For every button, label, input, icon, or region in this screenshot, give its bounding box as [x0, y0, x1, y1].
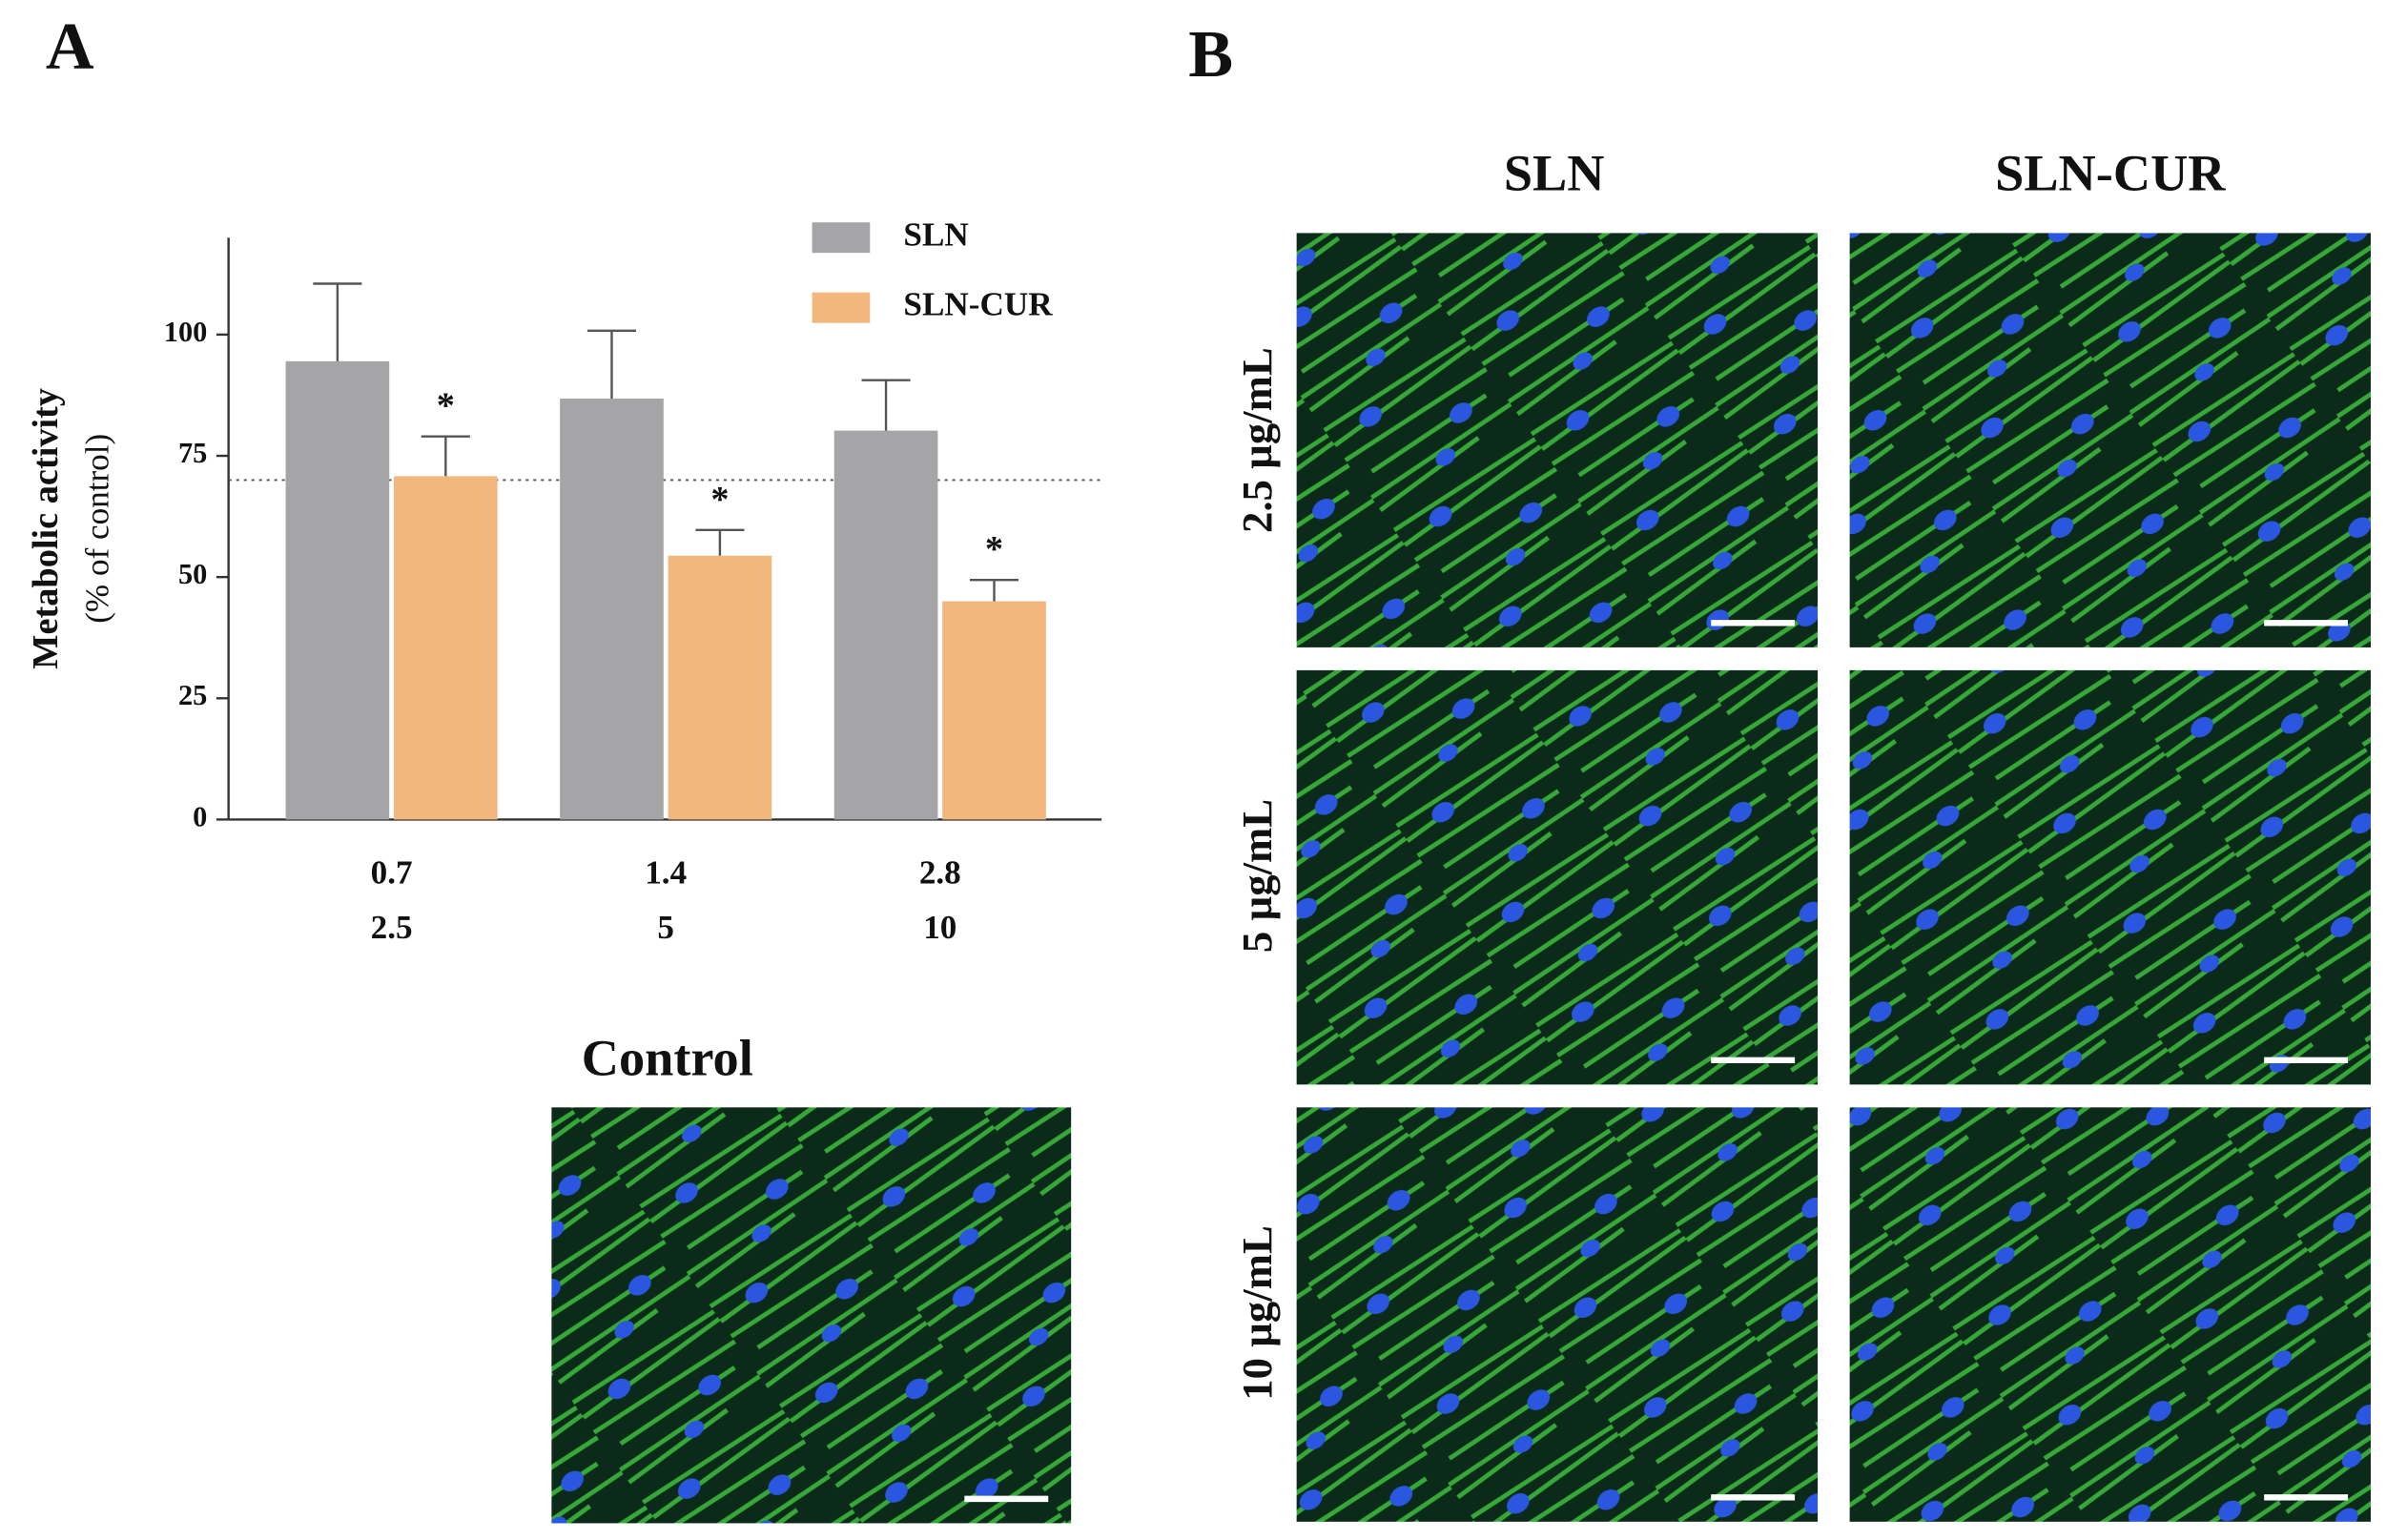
bar [394, 476, 498, 820]
legend-swatch [812, 292, 871, 323]
y-tick-label: 100 [164, 316, 208, 348]
panel-label: A [46, 10, 94, 84]
error-bar [586, 329, 637, 400]
x-tick-label: 2.8 [919, 854, 961, 892]
micrograph [1849, 233, 2372, 647]
bar-chart: 0 25 50 75 100 Metabolic activity (% of contro… [26, 216, 1102, 946]
significance-mark: * [985, 529, 1003, 569]
x-tick-label: 1.4 [645, 854, 687, 892]
bar [833, 430, 938, 820]
y-tick-label: 25 [178, 679, 207, 711]
legend-label: SLN-CUR [903, 286, 1053, 323]
micrograph-grid [1296, 233, 2372, 1522]
micrograph [551, 1107, 1072, 1524]
significance-mark: * [437, 386, 455, 426]
bar [942, 601, 1046, 820]
x-tick-label: 0.7 [371, 854, 413, 892]
micrograph [1296, 669, 1819, 1085]
row-label: 2.5 µg/mL [1233, 347, 1281, 533]
micrograph [1849, 669, 2372, 1085]
y-tick-label: 75 [178, 437, 207, 469]
micrograph [1296, 233, 1819, 647]
y-axis-label: Metabolic activity [26, 388, 66, 669]
bar [668, 555, 772, 820]
column-label: SLN-CUR [1995, 144, 2226, 201]
error-bar [861, 379, 911, 431]
bar [285, 360, 390, 820]
legend-swatch [812, 222, 871, 254]
error-bar [695, 528, 745, 556]
error-bar [969, 579, 1019, 602]
row-label: 5 µg/mL [1233, 799, 1281, 953]
micrograph [1296, 1107, 1819, 1522]
error-bar [313, 282, 362, 361]
y-axis-label: (% of control) [79, 434, 116, 624]
x-tick-label: 5 [657, 909, 674, 946]
y-tick-label: 0 [193, 800, 207, 832]
column-label: SLN [1504, 144, 1605, 201]
error-bar [421, 435, 470, 477]
bar [560, 399, 664, 820]
panel-label: B [1188, 17, 1233, 92]
image-label: Control [582, 1029, 753, 1086]
row-label: 10 µg/mL [1233, 1225, 1281, 1401]
micrograph [1849, 1107, 2372, 1522]
y-tick-label: 50 [178, 558, 207, 590]
legend-label: SLN [903, 216, 968, 253]
x-tick-label: 2.5 [371, 909, 413, 946]
x-tick-label: 10 [923, 909, 956, 946]
significance-mark: * [710, 480, 729, 520]
